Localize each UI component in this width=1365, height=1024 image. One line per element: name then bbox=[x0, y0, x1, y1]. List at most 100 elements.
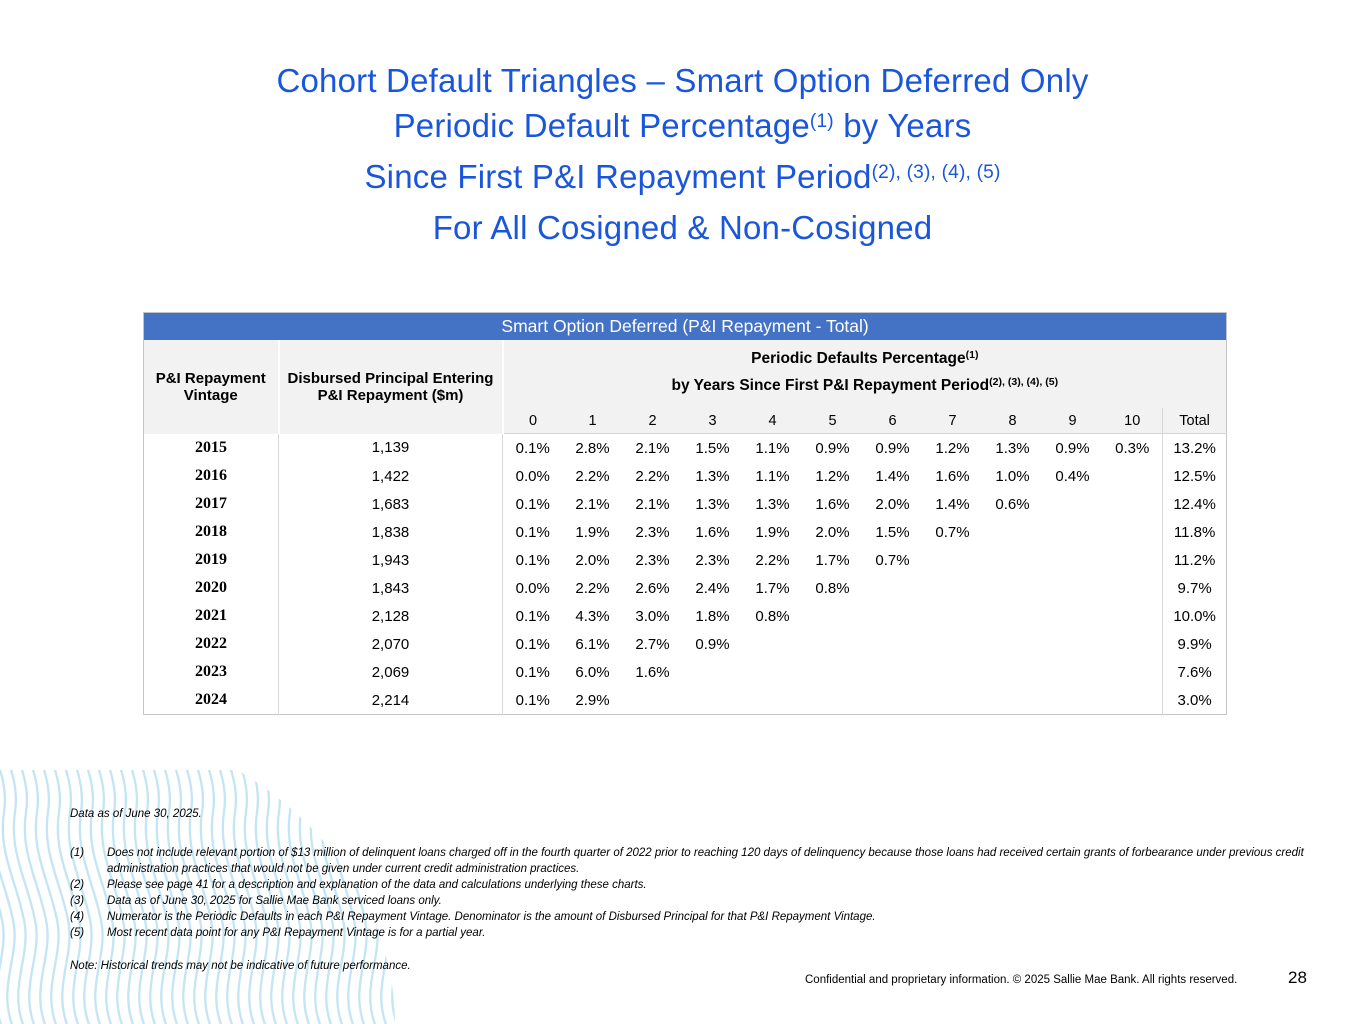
year-col-header: 3 bbox=[682, 408, 743, 434]
wave-line bbox=[0, 770, 28, 1024]
value-cell bbox=[1042, 602, 1103, 630]
value-cell: 2.7% bbox=[622, 630, 683, 658]
value-cell: 0.7% bbox=[922, 518, 983, 546]
vintage-cell: 2016 bbox=[143, 462, 279, 490]
value-cell bbox=[922, 574, 983, 602]
value-cell: 2.0% bbox=[562, 546, 623, 574]
total-cell: 9.7% bbox=[1161, 574, 1227, 602]
value-cell: 0.9% bbox=[862, 433, 923, 462]
value-cell bbox=[802, 658, 863, 686]
value-cell: 1.7% bbox=[742, 574, 803, 602]
table-row: 2022 2,070 0.1% 6.1% 2.7% 0.9% 9.9% bbox=[143, 630, 1227, 658]
value-cell: 1.5% bbox=[862, 518, 923, 546]
value-cell bbox=[922, 602, 983, 630]
value-cell bbox=[922, 686, 983, 715]
value-cell bbox=[742, 686, 803, 715]
footnote-ref: (2), (3), (4), (5) bbox=[989, 376, 1059, 389]
value-cell bbox=[1102, 686, 1163, 715]
year-col-header: 9 bbox=[1042, 408, 1103, 434]
principal-cell: 2,070 bbox=[278, 630, 503, 658]
value-cell bbox=[982, 518, 1043, 546]
value-cell: 0.1% bbox=[502, 490, 563, 518]
value-cell: 0.1% bbox=[502, 658, 563, 686]
value-cell: 1.6% bbox=[802, 490, 863, 518]
value-cell: 2.1% bbox=[622, 490, 683, 518]
value-cell: 3.0% bbox=[622, 602, 683, 630]
col-header-principal: Disbursed Principal Entering P&I Repayme… bbox=[278, 340, 504, 434]
footnote-4: (4) Numerator is the Periodic Defaults i… bbox=[70, 911, 876, 923]
value-cell bbox=[862, 658, 923, 686]
value-cell bbox=[922, 658, 983, 686]
value-cell: 2.9% bbox=[562, 686, 623, 715]
wave-line bbox=[34, 770, 72, 1024]
value-cell: 0.7% bbox=[862, 546, 923, 574]
total-cell: 11.2% bbox=[1161, 546, 1227, 574]
wave-line bbox=[0, 770, 17, 1024]
table-row: 2015 1,139 0.1% 2.8% 2.1% 1.5% 1.1% 0.9% 0.9% 1.2… bbox=[143, 433, 1227, 462]
value-cell: 1.7% bbox=[802, 546, 863, 574]
footnote-ref: (1) bbox=[965, 349, 979, 362]
principal-cell: 1,683 bbox=[278, 490, 503, 518]
vintage-cell: 2022 bbox=[143, 630, 279, 658]
value-cell: 0.0% bbox=[502, 462, 563, 490]
vintage-cell: 2024 bbox=[143, 686, 279, 715]
value-cell: 1.4% bbox=[922, 490, 983, 518]
value-cell bbox=[1102, 602, 1163, 630]
copyright-text: Confidential and proprietary information… bbox=[805, 974, 1238, 986]
table-row: 2024 2,214 0.1% 2.9% 3.0% bbox=[143, 686, 1227, 715]
total-cell: 3.0% bbox=[1161, 686, 1227, 715]
value-cell bbox=[922, 630, 983, 658]
footnote-1: (1) Does not include relevant portion of… bbox=[70, 847, 1304, 875]
year-col-header: 2 bbox=[622, 408, 683, 434]
wave-line bbox=[1, 770, 39, 1024]
value-cell bbox=[1042, 686, 1103, 715]
table-row: 2018 1,838 0.1% 1.9% 2.3% 1.6% 1.9% 2.0% 1.5% 0.7… bbox=[143, 518, 1227, 546]
wave-line bbox=[23, 770, 61, 1024]
value-cell: 1.3% bbox=[682, 462, 743, 490]
value-cell: 0.1% bbox=[502, 433, 563, 462]
value-cell: 0.9% bbox=[802, 433, 863, 462]
year-col-header: 4 bbox=[742, 408, 803, 434]
year-col-header: 0 bbox=[502, 408, 563, 434]
value-cell: 2.3% bbox=[622, 546, 683, 574]
value-cell bbox=[682, 658, 743, 686]
year-col-header: 8 bbox=[982, 408, 1043, 434]
total-cell: 12.5% bbox=[1161, 462, 1227, 490]
total-cell: 10.0% bbox=[1161, 602, 1227, 630]
footnote-ref: (1) bbox=[809, 111, 834, 133]
total-col-header: Total bbox=[1161, 408, 1227, 434]
value-cell bbox=[622, 686, 683, 715]
data-as-of: Data as of June 30, 2025. bbox=[70, 808, 202, 820]
value-cell bbox=[1102, 630, 1163, 658]
default-triangle-table-container: Smart Option Deferred (P&I Repayment - T… bbox=[143, 312, 1228, 715]
principal-cell: 2,128 bbox=[278, 602, 503, 630]
vintage-cell: 2019 bbox=[143, 546, 279, 574]
value-cell bbox=[982, 630, 1043, 658]
value-cell: 2.3% bbox=[682, 546, 743, 574]
value-cell bbox=[982, 574, 1043, 602]
table-row: 2020 1,843 0.0% 2.2% 2.6% 2.4% 1.7% 0.8% 9.7% bbox=[143, 574, 1227, 602]
value-cell: 1.8% bbox=[682, 602, 743, 630]
table-row: 2019 1,943 0.1% 2.0% 2.3% 2.3% 2.2% 1.7% 0.7% 11.… bbox=[143, 546, 1227, 574]
principal-cell: 2,069 bbox=[278, 658, 503, 686]
value-cell: 2.2% bbox=[742, 546, 803, 574]
year-col-header: 10 bbox=[1102, 408, 1163, 434]
value-cell bbox=[1042, 630, 1103, 658]
value-cell: 1.6% bbox=[922, 462, 983, 490]
value-cell: 0.1% bbox=[502, 518, 563, 546]
value-cell bbox=[1102, 462, 1163, 490]
vintage-cell: 2015 bbox=[143, 433, 279, 462]
value-cell: 0.1% bbox=[502, 546, 563, 574]
value-cell: 2.1% bbox=[562, 490, 623, 518]
value-cell: 2.3% bbox=[622, 518, 683, 546]
value-cell: 2.2% bbox=[562, 574, 623, 602]
value-cell: 1.1% bbox=[742, 462, 803, 490]
value-cell: 0.1% bbox=[502, 686, 563, 715]
vintage-cell: 2017 bbox=[143, 490, 279, 518]
value-cell: 1.4% bbox=[862, 462, 923, 490]
value-cell: 1.3% bbox=[742, 490, 803, 518]
total-cell: 9.9% bbox=[1161, 630, 1227, 658]
total-cell: 12.4% bbox=[1161, 490, 1227, 518]
table-body: 2015 1,139 0.1% 2.8% 2.1% 1.5% 1.1% 0.9% 0.9% 1.2… bbox=[143, 433, 1227, 715]
value-cell bbox=[1042, 574, 1103, 602]
